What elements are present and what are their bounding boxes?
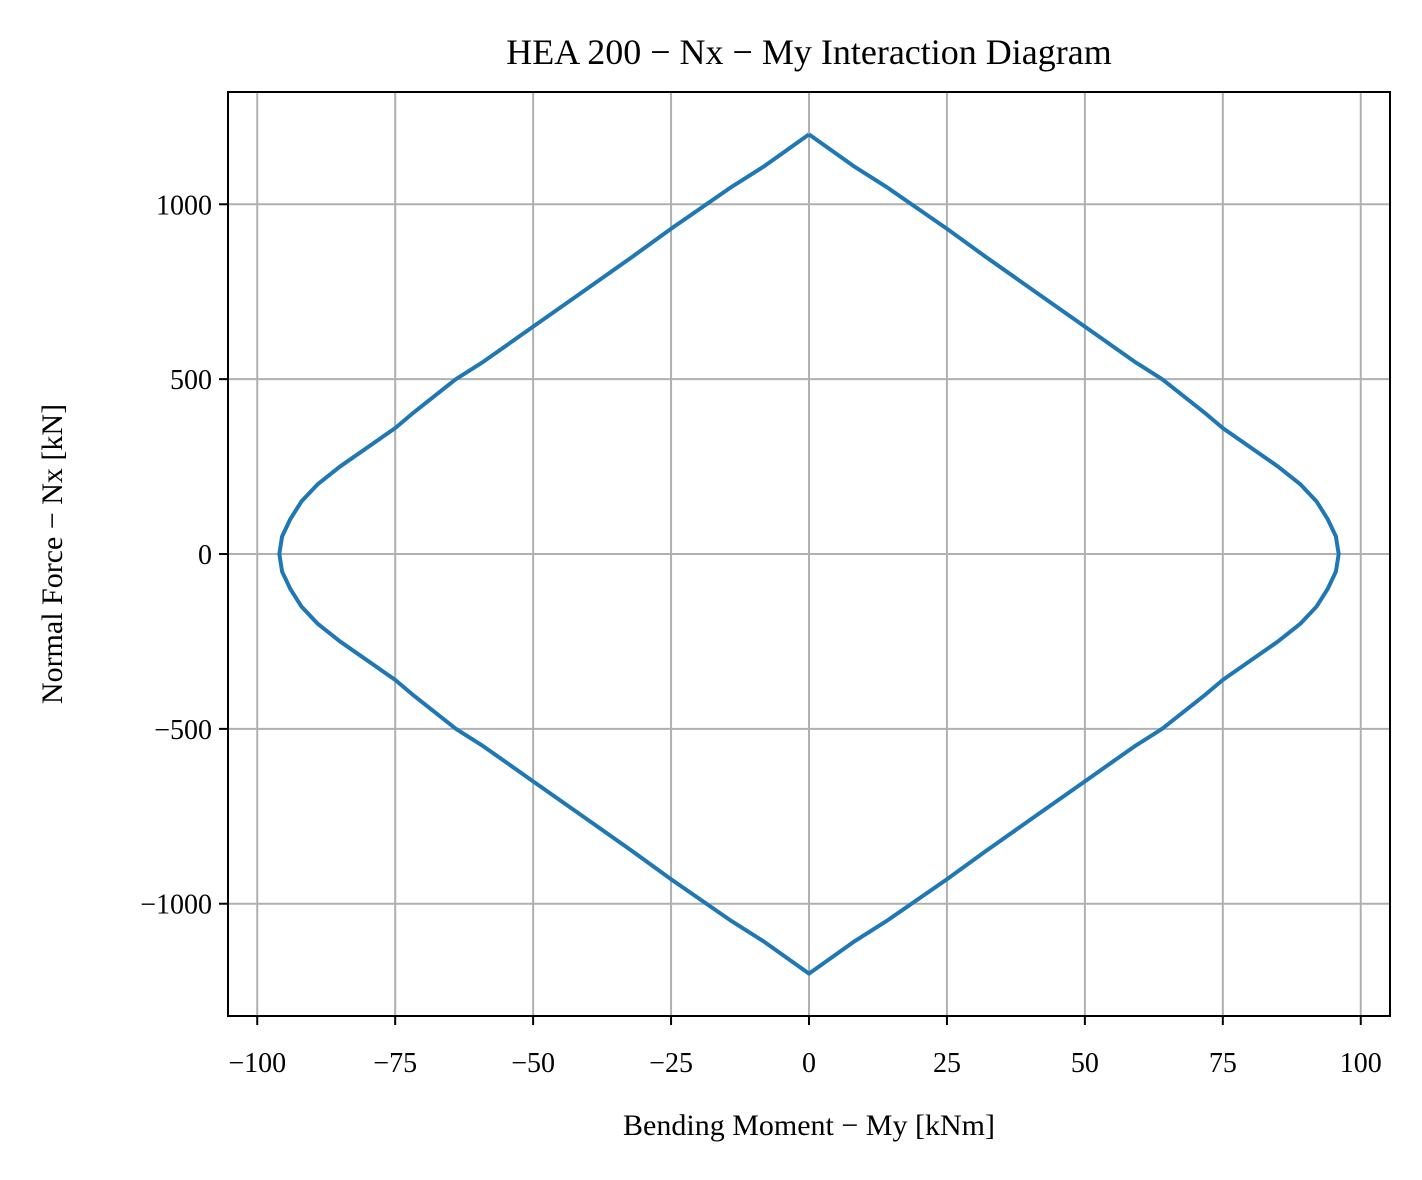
chart-title: HEA 200 − Nx − My Interaction Diagram xyxy=(506,32,1111,72)
x-tick-label: 100 xyxy=(1340,1048,1382,1079)
x-tick-label: 0 xyxy=(802,1048,816,1079)
y-tick-label: 0 xyxy=(198,540,212,571)
x-tick-label: 75 xyxy=(1209,1048,1237,1079)
y-tick-label: −500 xyxy=(154,715,212,746)
x-tick-label: 25 xyxy=(933,1048,961,1079)
y-tick-label: 1000 xyxy=(156,190,212,221)
y-tick-label: −1000 xyxy=(140,890,212,921)
x-tick-label: −100 xyxy=(228,1048,286,1079)
x-axis-label: Bending Moment − My [kNm] xyxy=(623,1109,995,1142)
x-tick-label: −50 xyxy=(511,1048,555,1079)
y-tick-label: 500 xyxy=(170,365,212,396)
x-tick-label: 50 xyxy=(1071,1048,1099,1079)
plot-frame xyxy=(227,91,1391,1017)
x-tick-label: −25 xyxy=(649,1048,693,1079)
data-line xyxy=(277,132,1341,976)
x-tick-label: −75 xyxy=(373,1048,417,1079)
y-axis-label: Normal Force − Nx [kN] xyxy=(36,404,69,704)
